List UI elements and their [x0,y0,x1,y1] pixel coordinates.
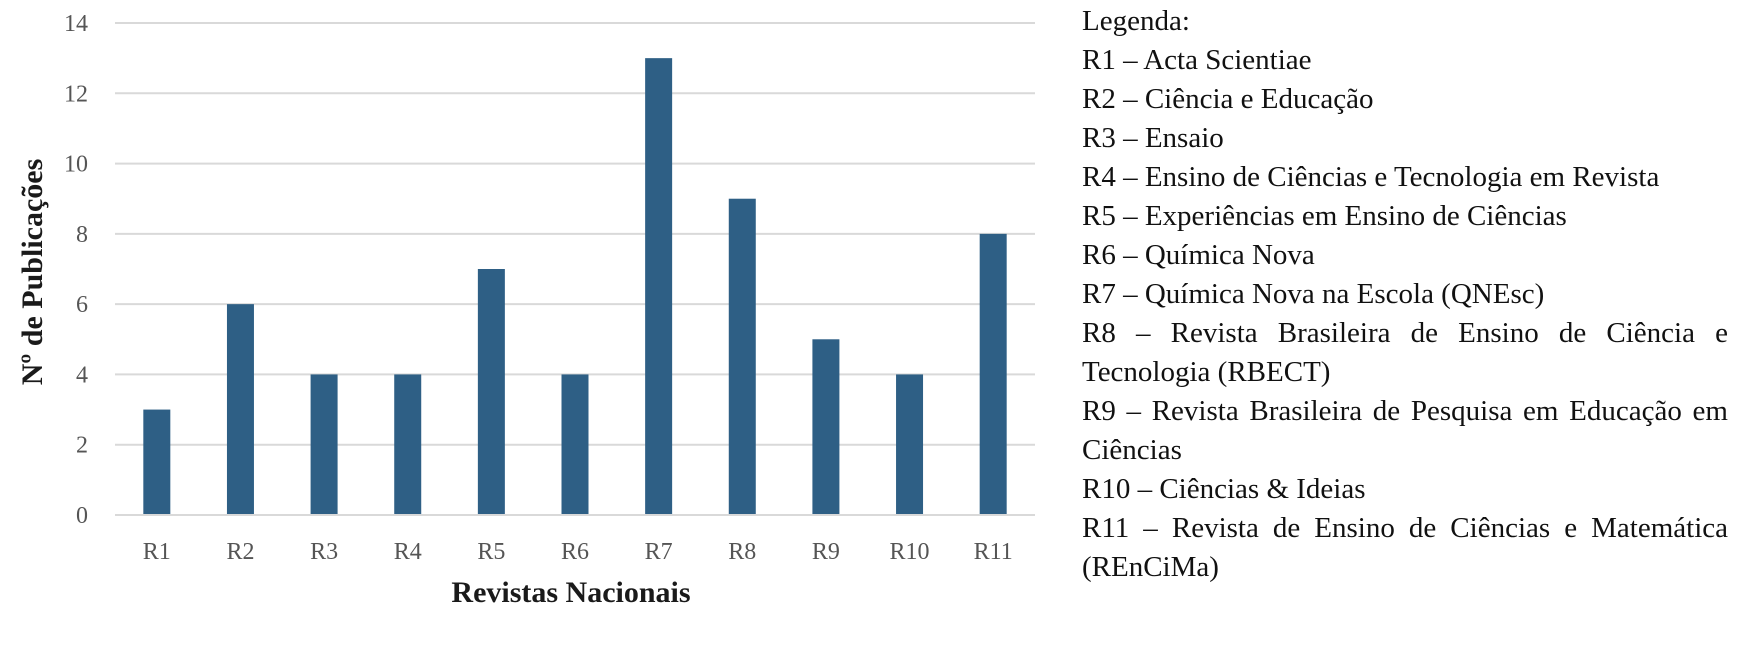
bar-r8 [728,198,756,515]
bar-r10 [896,374,924,515]
x-tick-label: R8 [728,539,756,565]
y-tick-label: 6 [76,292,88,318]
y-tick-label: 10 [64,152,88,178]
x-tick-label: R10 [890,539,930,565]
legend-entry: R3 – Ensaio [1082,122,1224,154]
x-axis-ticks: R1 R2 R3 R4 R5 R6 R7 R8 R9 R10 R11 [143,539,1013,565]
legend-entry: R1 – Acta Scientiae [1082,44,1312,76]
bar-r1 [143,409,171,515]
x-tick-label: R9 [812,539,840,565]
x-tick-label: R2 [226,539,254,565]
x-tick-label: R3 [310,539,338,565]
x-tick-label: R11 [974,539,1013,565]
legend-entry: R7 – Química Nova na Escola (QNEsc) [1082,278,1545,310]
y-tick-label: 12 [64,81,88,107]
x-tick-label: R1 [143,539,171,565]
bar-r4 [394,374,422,515]
bar-r3 [310,374,338,515]
legend-entry: R4 – Ensino de Ciências e Tecnologia em … [1082,161,1660,193]
bar-r2 [226,304,254,515]
bar-r5 [477,269,505,515]
legend: Legenda: R1 – Acta Scientiae R2 – Ciência… [1082,2,1728,587]
bar-r7 [645,58,673,516]
legend-entry: R9 – Revista Brasileira de Pesquisa em E… [1082,395,1728,466]
bar-chart: 0 2 4 6 8 10 12 14 R1 R2 R3 R4 R5 R6 R7 R8 R9 R10 R11 Nº … [16,11,1035,609]
x-axis-title: Revistas Nacionais [451,576,690,609]
legend-entry: R5 – Experiências em Ensino de Ciências [1082,200,1567,232]
y-tick-label: 2 [76,433,88,459]
legend-entry: R11 – Revista de Ensino de Ciências e Ma… [1082,512,1728,583]
legend-entry: R8 – Revista Brasileira de Ensino de Ciê… [1082,317,1728,388]
x-tick-label: R7 [645,539,673,565]
legend-entry: R10 – Ciências & Ideias [1082,473,1366,505]
bar-r11 [979,233,1007,515]
y-tick-label: 14 [64,11,88,37]
y-tick-label: 4 [76,362,88,388]
legend-entries: R1 – Acta Scientiae R2 – Ciência e Educaç… [1082,41,1728,587]
x-tick-label: R5 [477,539,505,565]
legend-entry: R6 – Química Nova [1082,239,1315,271]
y-axis-ticks: 0 2 4 6 8 10 12 14 [64,11,88,529]
legend-entry: R2 – Ciência e Educação [1082,83,1374,115]
x-tick-label: R4 [394,539,422,565]
bar-r6 [561,374,589,515]
bars [143,58,1007,516]
x-tick-label: R6 [561,539,589,565]
bar-r9 [812,339,840,515]
gridlines [115,22,1035,446]
y-tick-label: 8 [76,222,88,248]
legend-title: Legenda: [1082,5,1190,37]
y-axis-title: Nº de Publicações [16,159,49,386]
y-tick-label: 0 [76,503,88,529]
